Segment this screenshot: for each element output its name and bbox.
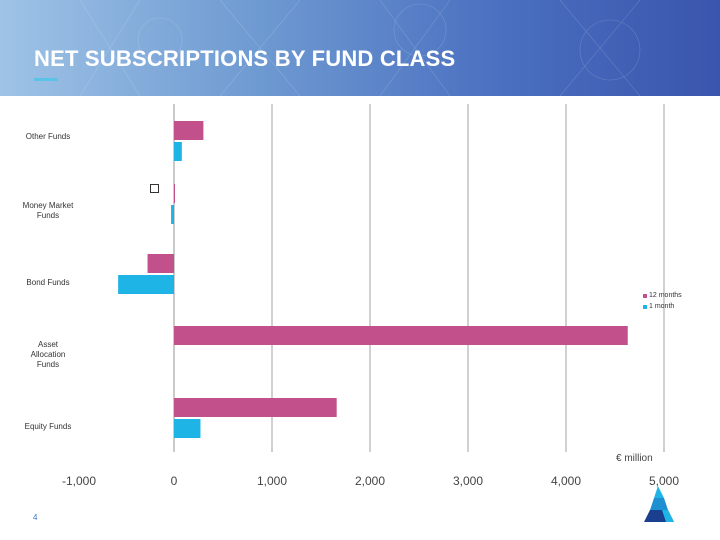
title-banner: NET SUBSCRIPTIONS BY FUND CLASS	[0, 0, 720, 96]
legend-item-12-months: 12 months	[643, 290, 682, 301]
legend-item-1-month: 1 month	[643, 301, 682, 312]
company-logo-icon	[644, 486, 674, 522]
category-label-1: Money Market Funds	[13, 201, 83, 221]
category-label-3-line-2: Funds	[36, 360, 60, 369]
x-tick-label-4: 3,000	[452, 474, 484, 488]
bar-12-months-4	[174, 398, 337, 417]
category-label-1-line-1: Funds	[36, 211, 60, 220]
category-label-2-line-0: Bond Funds	[26, 278, 70, 287]
bar-1-month-0	[174, 142, 182, 161]
x-tick-label-1: 0	[170, 474, 178, 488]
x-axis-unit-label: € million	[616, 453, 653, 464]
bar-1-month-2	[118, 275, 174, 294]
category-label-1-line-0: Money Market	[22, 201, 74, 210]
title-underline	[34, 78, 58, 81]
x-tick-label-0: -1,000	[61, 474, 97, 488]
x-tick-label-5: 4,000	[550, 474, 582, 488]
category-label-3-line-0: Asset	[37, 340, 58, 349]
legend-swatch-1-month	[643, 304, 647, 309]
category-label-4-line-0: Equity Funds	[24, 422, 72, 431]
page-number: 4	[33, 513, 38, 522]
category-label-0: Other Funds	[13, 132, 83, 142]
category-label-0-line-0: Other Funds	[25, 132, 71, 141]
legend-swatch-12-months	[643, 293, 647, 298]
legend: 12 months 1 month	[643, 290, 682, 312]
banner-decoration	[79, 0, 641, 96]
bar-1-month-1	[171, 205, 174, 224]
x-tick-label-3: 2,000	[354, 474, 386, 488]
category-label-3-line-1: Allocation	[30, 350, 66, 359]
category-label-2: Bond Funds	[13, 278, 83, 288]
bar-12-months-2	[147, 254, 174, 273]
bar-1-month-4	[174, 419, 201, 438]
x-tick-label-6: 5,000	[648, 474, 680, 488]
category-label-3: Asset Allocation Funds	[13, 340, 83, 370]
category-label-4: Equity Funds	[13, 422, 83, 432]
bar-12-months-3	[174, 326, 628, 345]
placeholder-box-icon	[150, 184, 159, 193]
legend-label-12-months: 12 months	[649, 292, 682, 299]
legend-label-1-month: 1 month	[649, 303, 675, 310]
x-tick-label-2: 1,000	[256, 474, 288, 488]
bar-12-months-1	[174, 184, 175, 203]
slide-title: NET SUBSCRIPTIONS BY FUND CLASS	[34, 46, 456, 71]
bar-12-months-0	[174, 121, 204, 140]
